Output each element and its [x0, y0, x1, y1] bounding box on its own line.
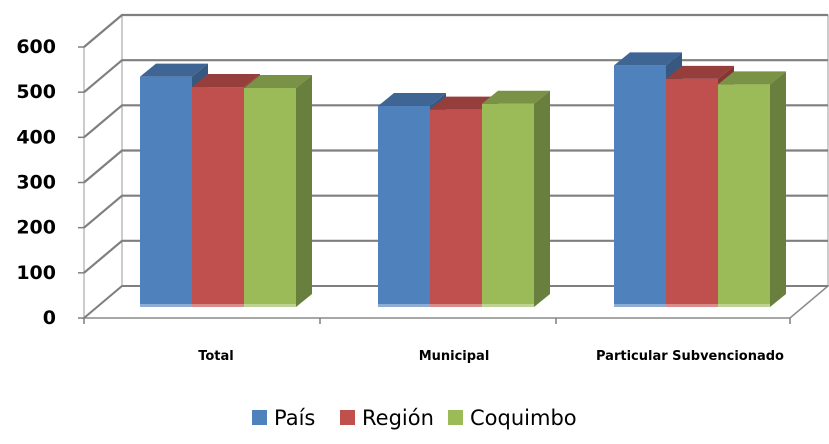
gridline	[83, 59, 828, 94]
bar-top	[614, 52, 682, 66]
bar-base	[718, 304, 770, 307]
x-tick-label: Total	[198, 349, 234, 364]
y-tick-label: 400	[16, 126, 56, 148]
legend-label: País	[274, 406, 315, 430]
bar-base	[378, 304, 430, 307]
legend-swatch	[252, 410, 267, 425]
y-tick-label: 600	[16, 36, 56, 58]
y-tick-label: 300	[16, 172, 56, 194]
bar-side	[296, 74, 312, 307]
bar-front	[378, 106, 430, 307]
legend-swatch	[448, 410, 463, 425]
bar-front	[482, 103, 534, 307]
legend: País Región Coquimbo	[252, 406, 577, 430]
y-tick-label: 100	[16, 262, 56, 284]
legend-item: País	[252, 406, 315, 430]
bar-front	[666, 78, 718, 308]
gridline	[83, 149, 828, 184]
y-axis-ticks: 0 100 200 300 400 500 600	[16, 36, 56, 329]
legend-swatch	[340, 410, 355, 425]
gridline	[83, 104, 828, 139]
y-tick-label: 500	[16, 81, 56, 103]
bar-top	[718, 71, 786, 85]
bar-top	[140, 63, 208, 77]
bar-front	[614, 65, 666, 307]
bars	[140, 52, 786, 308]
gridline	[83, 194, 828, 229]
bar	[718, 71, 786, 307]
legend-item: Región	[340, 406, 434, 430]
gridline	[83, 285, 828, 319]
bar-base	[140, 304, 192, 307]
bar-base	[430, 304, 482, 307]
bar-top	[244, 74, 312, 88]
bar-base	[482, 304, 534, 307]
bar-base	[666, 304, 718, 307]
bar	[244, 74, 312, 307]
gridline	[83, 13, 828, 48]
legend-item: Coquimbo	[448, 406, 577, 430]
y-tick-label: 0	[43, 307, 56, 329]
x-axis-ticks: Total Municipal Particular Subvencionado	[198, 349, 784, 364]
legend-label: Coquimbo	[470, 406, 577, 430]
gridlines	[78, 13, 828, 324]
x-tick-label: Particular Subvencionado	[596, 349, 784, 364]
bar-top	[430, 96, 498, 110]
bar-top	[482, 90, 550, 104]
bar-top	[666, 65, 734, 79]
y-tick-label: 200	[16, 217, 56, 239]
bar-front	[244, 87, 296, 307]
bar-top	[192, 74, 260, 88]
bar	[482, 90, 550, 307]
gridline	[83, 239, 828, 274]
bar-base	[244, 304, 296, 307]
bar-side	[534, 90, 550, 307]
bar-front	[718, 84, 770, 307]
bar-front	[430, 109, 482, 307]
bar-side	[770, 71, 786, 307]
bar-front	[140, 76, 192, 308]
bar-front	[192, 87, 244, 307]
x-tick-label: Municipal	[419, 349, 490, 364]
bar-base	[614, 304, 666, 307]
bar-base	[192, 304, 244, 307]
bar-top	[378, 93, 446, 107]
legend-label: Región	[362, 406, 434, 430]
